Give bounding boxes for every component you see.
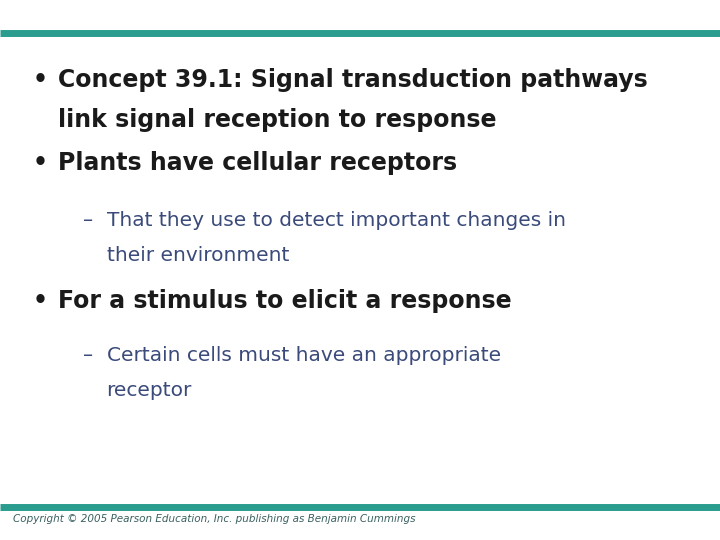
Text: Plants have cellular receptors: Plants have cellular receptors [58,151,456,175]
Text: •: • [32,68,48,91]
Text: Concept 39.1: Signal transduction pathways: Concept 39.1: Signal transduction pathwa… [58,68,647,91]
Text: their environment: their environment [107,246,289,265]
Text: –: – [83,346,93,365]
Text: •: • [32,289,48,313]
Text: Copyright © 2005 Pearson Education, Inc. publishing as Benjamin Cummings: Copyright © 2005 Pearson Education, Inc.… [13,514,415,524]
Text: Certain cells must have an appropriate: Certain cells must have an appropriate [107,346,500,365]
Text: •: • [32,151,48,175]
Text: link signal reception to response: link signal reception to response [58,108,496,132]
Text: That they use to detect important changes in: That they use to detect important change… [107,211,566,229]
Text: receptor: receptor [107,381,192,400]
Text: –: – [83,211,93,229]
Text: For a stimulus to elicit a response: For a stimulus to elicit a response [58,289,511,313]
